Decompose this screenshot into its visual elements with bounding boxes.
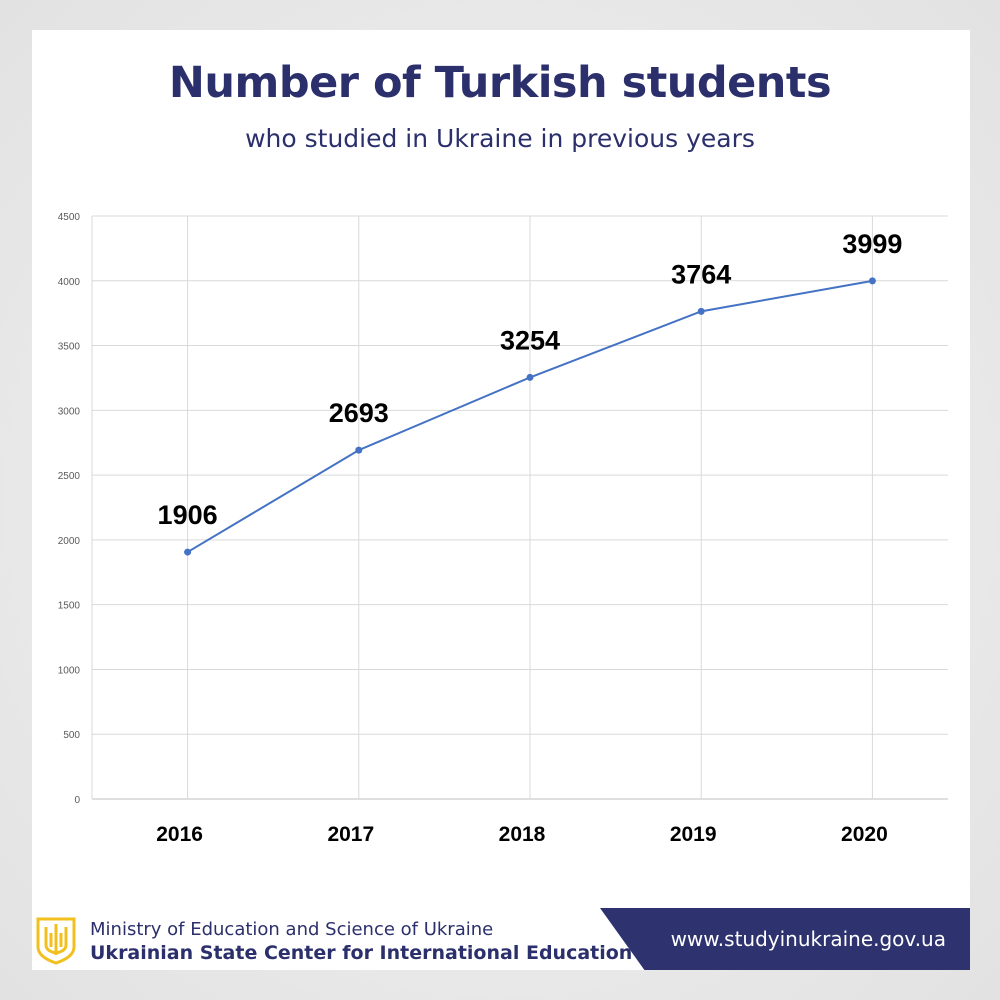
data-label: 3764 bbox=[671, 259, 731, 289]
y-tick-label: 4500 bbox=[58, 212, 81, 223]
data-point bbox=[184, 548, 192, 556]
website-link[interactable]: www.studyinukraine.gov.ua bbox=[670, 927, 946, 951]
chart-subtitle: who studied in Ukraine in previous years bbox=[245, 124, 755, 153]
data-label: 2693 bbox=[329, 398, 389, 428]
data-point bbox=[526, 373, 534, 381]
y-tick-label: 3000 bbox=[58, 406, 81, 417]
data-point bbox=[355, 446, 363, 454]
data-point bbox=[868, 277, 876, 285]
x-tick-label: 2019 bbox=[670, 823, 717, 846]
x-tick-label: 2017 bbox=[327, 823, 374, 846]
data-label: 1906 bbox=[158, 500, 218, 530]
x-tick-label: 2018 bbox=[499, 823, 546, 846]
x-tick-label: 2016 bbox=[156, 823, 203, 846]
footer-band bbox=[600, 908, 970, 970]
center-name: Ukrainian State Center for International… bbox=[90, 942, 633, 964]
footer-organization: Ministry of Education and Science of Ukr… bbox=[32, 905, 632, 970]
y-tick-label: 1500 bbox=[58, 601, 81, 612]
chart-title: Number of Turkish students bbox=[168, 58, 832, 108]
y-tick-label: 2000 bbox=[58, 536, 81, 547]
x-tick-label: 2020 bbox=[841, 823, 888, 846]
y-tick-label: 3500 bbox=[58, 342, 81, 353]
data-label: 3254 bbox=[500, 325, 560, 355]
y-tick-label: 0 bbox=[74, 795, 80, 806]
y-tick-label: 1000 bbox=[58, 665, 81, 676]
y-tick-label: 4000 bbox=[58, 277, 81, 288]
y-tick-label: 500 bbox=[63, 730, 80, 741]
data-label: 3999 bbox=[842, 229, 902, 259]
y-tick-label: 2500 bbox=[58, 471, 81, 482]
trident-emblem-icon bbox=[36, 917, 76, 965]
ministry-name: Ministry of Education and Science of Ukr… bbox=[90, 919, 494, 940]
data-point bbox=[697, 307, 705, 315]
infographic-card bbox=[32, 30, 970, 970]
